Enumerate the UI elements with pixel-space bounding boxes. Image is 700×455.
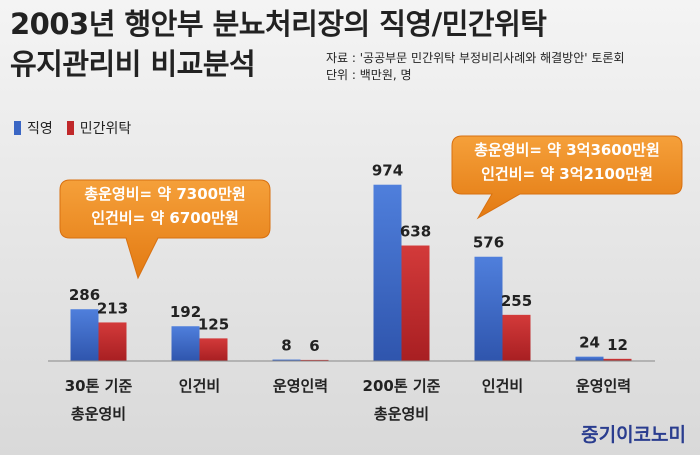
callout-left-line2: 인건비= 약 6700만원 — [91, 209, 239, 227]
callout-bubbles — [59, 135, 683, 280]
legend: 직영 민간위탁 — [14, 118, 139, 138]
callout-left-text: 총운영비= 약 7300만원 인건비= 약 6700만원 — [60, 182, 270, 230]
category-label-3-line1: 200톤 기준 — [363, 377, 441, 395]
category-label-4: 인건비 — [482, 377, 523, 395]
data-label-outsourced-4: 255 — [501, 292, 532, 310]
publisher-watermark: 중기이코노미 — [581, 424, 686, 446]
callout-right-bubble — [451, 135, 683, 220]
legend-label-outsourced: 민간위탁 — [79, 121, 132, 137]
legend-swatch-direct — [14, 121, 21, 135]
bar-outsourced-5 — [603, 358, 632, 361]
callout-left-bubble — [59, 179, 271, 280]
data-label-outsourced-5: 12 — [607, 336, 628, 354]
data-label-direct-0: 286 — [69, 286, 100, 304]
category-label-1: 인건비 — [179, 377, 220, 395]
bar-outsourced-4 — [502, 314, 531, 361]
category-label-2: 운영인력 — [273, 377, 328, 395]
title-line1: 2003년 행안부 분뇨처리장의 직영/민간위탁 — [10, 7, 547, 41]
source-note: 자료 : '공공부문 민간위탁 부정비리사례와 해결방안' 토론회 단위 : 백… — [326, 50, 625, 84]
callout-right-text: 총운영비= 약 3억3600만원 인건비= 약 3억2100만원 — [452, 138, 682, 186]
data-label-direct-2: 8 — [281, 337, 291, 355]
bar-outsourced-0 — [98, 322, 127, 361]
bar-direct-5 — [575, 356, 604, 361]
title-line2: 유지관리비 비교분석 — [10, 47, 256, 81]
data-label-direct-1: 192 — [170, 303, 201, 321]
category-label-3-line2: 총운영비 — [374, 405, 429, 423]
data-label-direct-3: 974 — [372, 162, 403, 180]
bar-outsourced-2 — [300, 359, 329, 361]
data-label-outsourced-2: 6 — [309, 337, 319, 355]
bar-direct-0 — [70, 309, 99, 361]
legend-label-direct: 직영 — [27, 121, 53, 137]
bar-direct-1 — [171, 326, 200, 361]
data-label-outsourced-0: 213 — [97, 299, 128, 317]
category-label-0-line2: 총운영비 — [71, 405, 126, 423]
bar-direct-4 — [474, 256, 503, 361]
data-label-outsourced-3: 638 — [400, 223, 431, 241]
callout-right-line2: 인건비= 약 3억2100만원 — [481, 165, 653, 183]
chart-title: 2003년 행안부 분뇨처리장의 직영/민간위탁 유지관리비 비교분석 — [10, 4, 547, 84]
unit-line: 단위 : 백만원, 명 — [326, 68, 412, 82]
source-line1: 자료 : '공공부문 민간위탁 부정비리사례와 해결방안' 토론회 — [326, 51, 625, 65]
callout-right-line1: 총운영비= 약 3억3600만원 — [474, 141, 660, 159]
data-label-direct-4: 576 — [473, 234, 504, 252]
data-label-direct-5: 24 — [579, 334, 600, 352]
data-label-outsourced-1: 125 — [198, 315, 229, 333]
callout-left-line1: 총운영비= 약 7300만원 — [84, 185, 246, 203]
bar-direct-3 — [373, 184, 402, 361]
category-label-5: 운영인력 — [576, 377, 631, 395]
bar-outsourced-1 — [199, 338, 228, 361]
bar-direct-2 — [272, 359, 301, 361]
bar-outsourced-3 — [401, 245, 430, 361]
category-label-0-line1: 30톤 기준 — [65, 377, 133, 395]
legend-swatch-outsourced — [66, 121, 74, 135]
